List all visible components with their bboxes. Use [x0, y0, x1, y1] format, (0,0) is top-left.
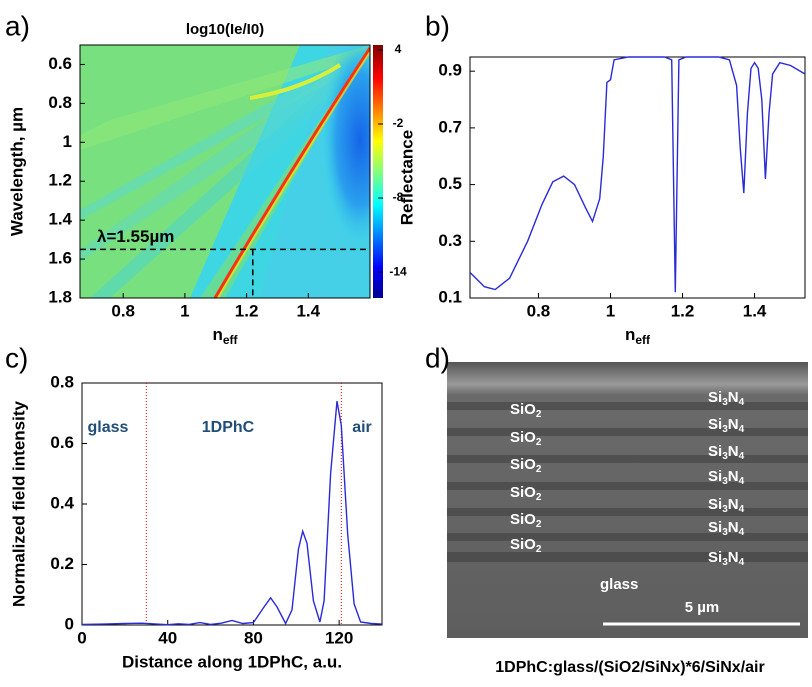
y-tick-label: 0.8 — [48, 93, 72, 112]
plot-frame — [469, 56, 806, 299]
layer-label: Si3N4 — [708, 443, 745, 462]
y-axis-label: Wavelength, µm — [7, 107, 26, 236]
heatmap-image — [80, 45, 370, 298]
panel-label: a) — [5, 10, 30, 41]
layer-label: SiO2 — [510, 429, 542, 448]
y-tick-label: 0.4 — [50, 493, 74, 512]
x-axis-label: neff — [625, 325, 651, 347]
annotation: air — [352, 419, 372, 436]
caption: 1DPhC:glass/(SiO2/SiNx)*6/SiNx/air — [495, 659, 764, 676]
x-tick-label: 120 — [325, 628, 353, 647]
x-axis-label: Distance along 1DPhC, a.u. — [122, 652, 342, 671]
x-tick-label: 0.8 — [527, 301, 551, 320]
x-tick-label: 1.2 — [235, 301, 259, 320]
line-series — [469, 56, 806, 293]
y-tick-label: 0.1 — [438, 287, 462, 306]
x-tick-label: 1.4 — [743, 301, 767, 320]
x-tick-label: 1.2 — [671, 301, 695, 320]
substrate-label: glass — [600, 576, 638, 593]
sem-layers — [447, 402, 808, 562]
panel-label: b) — [425, 10, 450, 41]
layer-label: SiO2 — [510, 456, 542, 475]
layer-label: SiO2 — [510, 401, 542, 420]
x-tick-label: 40 — [158, 628, 177, 647]
y-tick-label: 1.8 — [48, 287, 72, 306]
annotation: λ=1.55µm — [97, 227, 174, 246]
x-tick-label: 0.8 — [111, 301, 135, 320]
colorbar-tick-label: -8 — [393, 190, 404, 204]
y-tick-label: 0.6 — [48, 54, 72, 73]
layer-label: Si3N4 — [708, 549, 745, 568]
y-tick-label: 0.9 — [438, 61, 462, 80]
layer-label: Si3N4 — [708, 496, 745, 515]
chart-title: log10(Ie/I0) — [186, 21, 264, 38]
annotation: 1DPhC — [202, 419, 255, 436]
colorbar-tick-label: -14 — [389, 264, 407, 278]
y-axis-label: Reflectance — [397, 130, 416, 225]
panel-label: d) — [425, 342, 450, 373]
colorbar-tick-label: -2 — [393, 116, 404, 130]
y-tick-label: 0.6 — [50, 433, 74, 452]
y-tick-label: 1.4 — [48, 210, 72, 229]
y-tick-label: 0.2 — [50, 554, 74, 573]
layer-label: Si3N4 — [708, 468, 745, 487]
y-tick-label: 1.2 — [48, 171, 72, 190]
y-tick-label: 0.3 — [438, 231, 462, 250]
x-tick-label: 80 — [244, 628, 263, 647]
y-tick-label: 0.7 — [438, 117, 462, 136]
layer-label: Si3N4 — [708, 519, 745, 538]
x-axis-label: neff — [212, 325, 238, 347]
layer-label: SiO2 — [510, 511, 542, 530]
x-tick-label: 1 — [180, 301, 189, 320]
layer-label: Si3N4 — [708, 416, 745, 435]
layer-label: Si3N4 — [708, 389, 745, 408]
y-tick-label: 0 — [65, 614, 74, 633]
line-series — [81, 400, 383, 626]
colorbar-tick-label: 4 — [395, 42, 402, 56]
x-tick-label: 1 — [606, 301, 615, 320]
annotation: glass — [88, 419, 129, 436]
x-tick-label: 0 — [77, 628, 86, 647]
y-tick-label: 0.8 — [50, 372, 74, 391]
y-axis-label: Normalized field intensity — [9, 400, 28, 606]
plot-frame — [79, 44, 371, 299]
panel-label: c) — [5, 342, 28, 373]
layer-label: SiO2 — [510, 484, 542, 503]
x-tick-label: 1.4 — [296, 301, 320, 320]
y-tick-label: 1.6 — [48, 249, 72, 268]
y-tick-label: 0.5 — [438, 174, 462, 193]
colorbar — [373, 45, 383, 298]
y-tick-label: 1 — [63, 132, 72, 151]
layer-label: SiO2 — [510, 536, 542, 555]
scale-label: 5 µm — [685, 599, 720, 616]
